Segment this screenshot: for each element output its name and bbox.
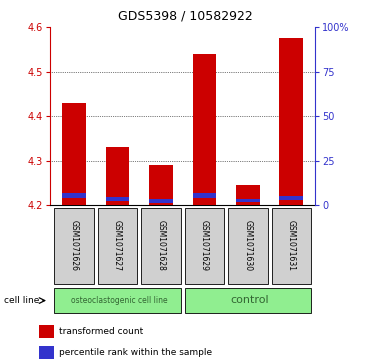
Bar xyxy=(236,199,260,202)
Bar xyxy=(228,208,268,284)
Bar xyxy=(62,193,86,199)
Text: transformed count: transformed count xyxy=(59,327,143,336)
Bar xyxy=(236,185,260,205)
Text: control: control xyxy=(231,295,269,305)
Bar xyxy=(105,197,129,201)
Bar xyxy=(39,325,54,338)
Text: GSM1071629: GSM1071629 xyxy=(200,220,209,272)
Text: GDS5398 / 10582922: GDS5398 / 10582922 xyxy=(118,9,253,22)
Bar xyxy=(193,54,216,205)
Text: osteoclastogenic cell line: osteoclastogenic cell line xyxy=(71,296,168,305)
Bar xyxy=(105,147,129,205)
Bar xyxy=(149,199,173,203)
Bar xyxy=(272,208,311,284)
Bar xyxy=(141,208,181,284)
Bar xyxy=(185,208,224,284)
Bar xyxy=(62,103,86,205)
Text: GSM1071631: GSM1071631 xyxy=(287,220,296,272)
Text: GSM1071630: GSM1071630 xyxy=(243,220,252,272)
Bar xyxy=(279,196,303,200)
Bar xyxy=(54,288,181,313)
Text: percentile rank within the sample: percentile rank within the sample xyxy=(59,348,212,357)
Bar xyxy=(39,346,54,359)
Text: cell line: cell line xyxy=(4,296,39,305)
Bar xyxy=(279,38,303,205)
Bar xyxy=(185,288,311,313)
Text: GSM1071626: GSM1071626 xyxy=(69,220,79,272)
Bar xyxy=(149,165,173,205)
Bar xyxy=(54,208,94,284)
Bar xyxy=(193,193,216,199)
Text: GSM1071628: GSM1071628 xyxy=(157,220,165,272)
Text: GSM1071627: GSM1071627 xyxy=(113,220,122,272)
Bar xyxy=(98,208,137,284)
